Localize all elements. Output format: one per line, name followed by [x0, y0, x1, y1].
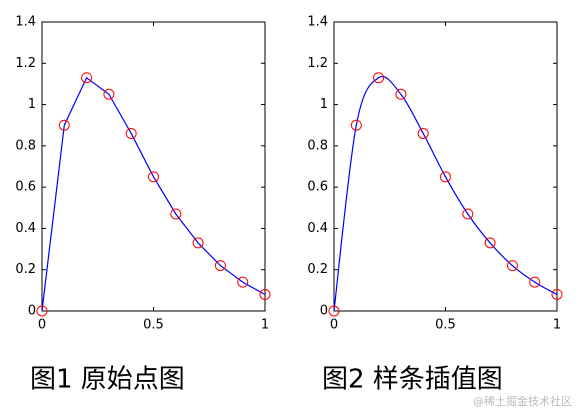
y-tick-label: 0.8: [307, 138, 328, 153]
y-tick-label: 1: [320, 97, 328, 112]
marker: [103, 88, 115, 100]
plot-frame: [333, 21, 558, 312]
marker: [214, 260, 226, 272]
marker: [148, 171, 159, 183]
watermark: @稀土掘金技术社区: [473, 394, 572, 408]
series-line: [333, 75, 558, 312]
marker: [350, 119, 362, 131]
marker: [125, 127, 137, 139]
x-tick-label: 0.5: [435, 318, 456, 333]
y-tick-label: 1.4: [307, 15, 328, 30]
marker: [462, 208, 474, 220]
marker: [551, 288, 563, 300]
y-tick-label: 1.2: [15, 56, 36, 71]
y-tick-label: 0.4: [307, 221, 328, 236]
marker: [506, 260, 518, 272]
y-tick-label: 0.4: [15, 221, 36, 236]
y-tick-label: 0: [320, 304, 328, 319]
y-tick-label: 0.2: [15, 262, 36, 277]
y-tick-label: 1: [28, 97, 36, 112]
caption: 图2 样条插值图: [322, 365, 503, 395]
caption: 图1 原始点图: [30, 365, 185, 395]
y-tick-label: 1.2: [307, 56, 328, 71]
y-tick-label: 0.6: [307, 180, 328, 195]
x-tick-label: 1: [261, 318, 269, 333]
x-tick-label: 0: [330, 318, 338, 333]
marker: [328, 305, 340, 317]
marker: [417, 127, 429, 139]
x-tick-label: 0.5: [143, 318, 164, 333]
y-tick-label: 0.6: [15, 180, 36, 195]
marker: [440, 171, 451, 183]
y-tick-label: 1.4: [15, 15, 36, 30]
marker: [36, 305, 48, 317]
marker: [192, 237, 204, 249]
series-line: [41, 76, 266, 312]
marker: [259, 288, 271, 300]
marker: [58, 119, 70, 131]
plot-frame: [41, 21, 266, 312]
marker: [484, 237, 496, 249]
y-tick-label: 0.8: [15, 138, 36, 153]
marker: [170, 208, 182, 220]
marker: [529, 276, 541, 288]
marker: [81, 72, 93, 84]
x-tick-label: 1: [553, 318, 561, 333]
marker: [395, 88, 407, 100]
marker: [373, 72, 385, 84]
marker: [237, 276, 249, 288]
y-tick-label: 0.2: [307, 262, 328, 277]
x-tick-label: 0: [38, 318, 46, 333]
y-tick-label: 0: [28, 304, 36, 319]
